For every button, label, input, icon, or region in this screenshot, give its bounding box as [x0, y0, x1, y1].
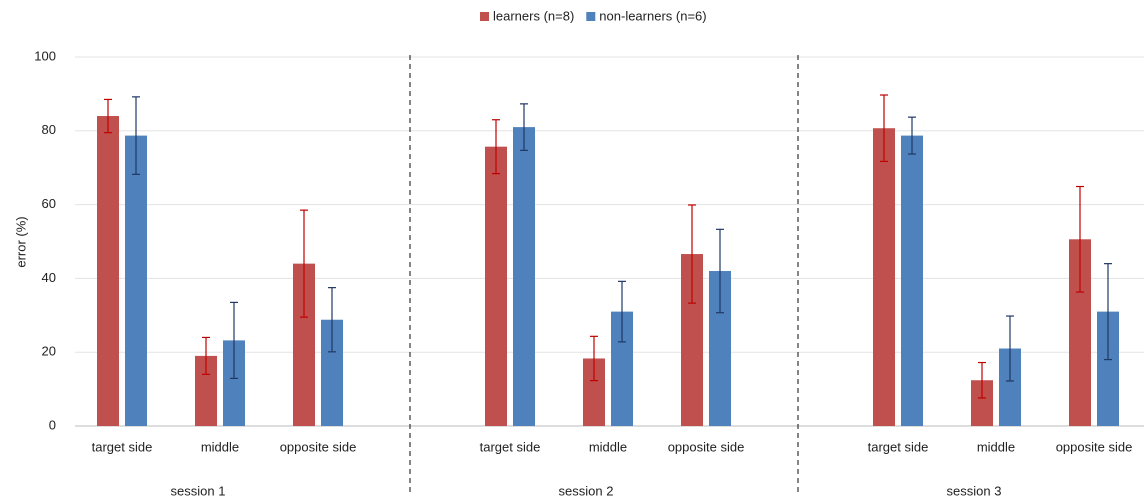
bar — [223, 340, 245, 426]
x-tick-label: opposite side — [1056, 439, 1133, 454]
legend-swatch — [480, 12, 489, 21]
x-tick-label: middle — [201, 439, 239, 454]
bar — [293, 263, 315, 426]
x-tick-label: target side — [480, 439, 541, 454]
legend-label: learners (n=8) — [493, 8, 574, 23]
x-tick-label: middle — [977, 439, 1015, 454]
legend-swatch — [586, 12, 596, 21]
y-tick-label: 100 — [34, 48, 56, 63]
bar — [1097, 311, 1119, 426]
bar — [611, 311, 633, 426]
bar — [999, 348, 1021, 426]
x-tick-label: opposite side — [668, 439, 745, 454]
y-tick-label: 20 — [42, 344, 56, 359]
bar — [583, 358, 605, 426]
y-tick-label: 80 — [42, 122, 56, 137]
bar — [195, 355, 217, 426]
bar — [513, 127, 535, 427]
bar — [971, 380, 993, 426]
x-tick-label: opposite side — [280, 439, 357, 454]
x-tick-label: target side — [868, 439, 929, 454]
bar — [873, 128, 895, 427]
y-tick-label: 40 — [42, 270, 56, 285]
bar — [125, 135, 147, 427]
x-tick-label: middle — [589, 439, 627, 454]
bar — [97, 116, 119, 426]
session-label: session 1 — [171, 483, 226, 498]
bar — [485, 146, 507, 427]
y-tick-label: 60 — [42, 196, 56, 211]
session-label: session 3 — [947, 483, 1002, 498]
bar — [1069, 239, 1091, 426]
x-tick-label: target side — [92, 439, 153, 454]
bar — [681, 254, 703, 426]
y-tick-label: 0 — [49, 417, 56, 432]
y-axis-label: error (%) — [13, 216, 28, 267]
legend-label: non-learners (n=6) — [599, 8, 706, 23]
bar — [321, 319, 343, 426]
bar — [901, 135, 923, 427]
session-label: session 2 — [559, 483, 614, 498]
bar — [709, 271, 731, 426]
